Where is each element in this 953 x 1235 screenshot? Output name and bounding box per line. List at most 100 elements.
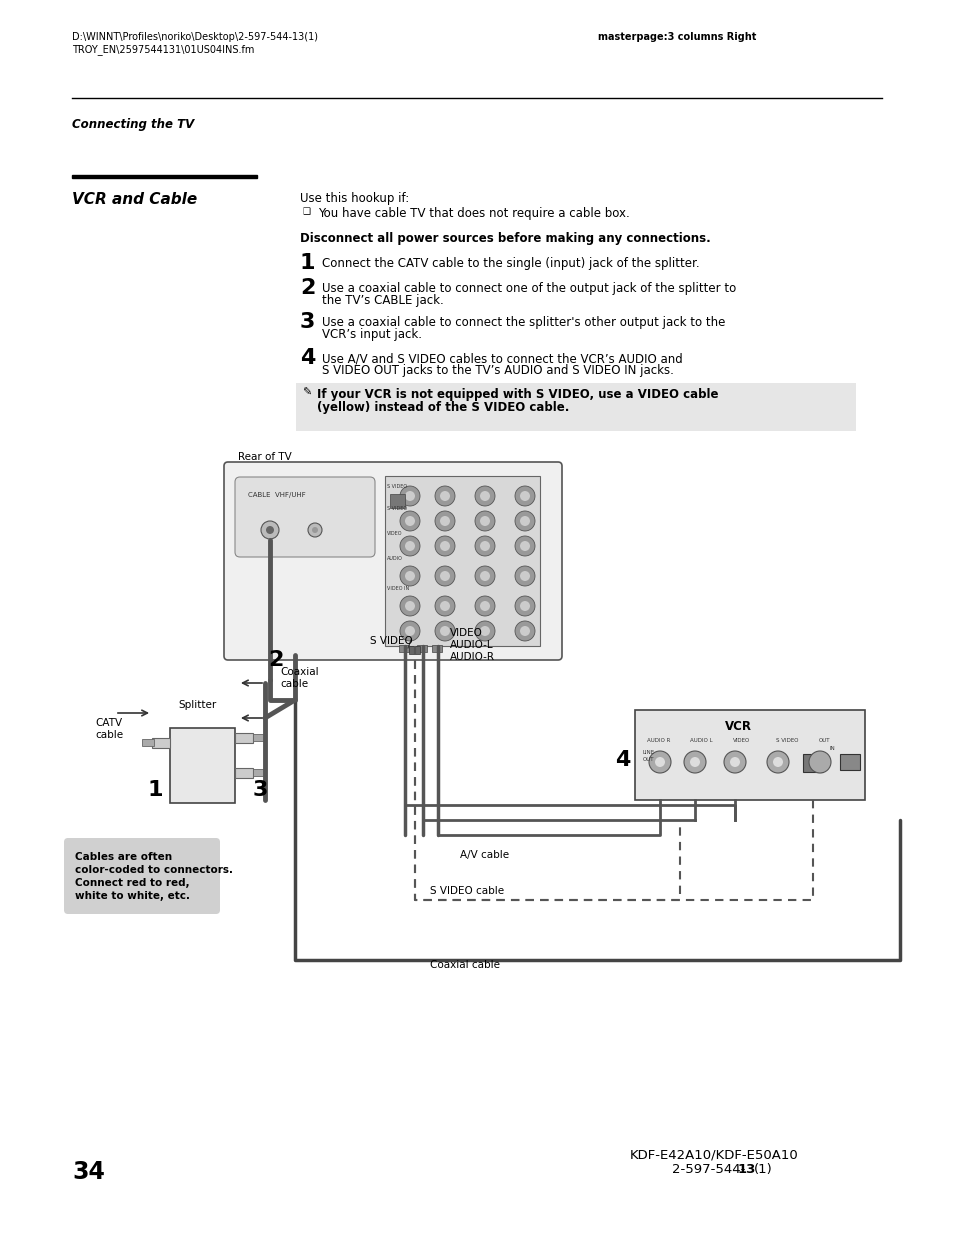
Text: Cables are often: Cables are often	[75, 852, 172, 862]
Circle shape	[399, 566, 419, 585]
Circle shape	[479, 492, 490, 501]
Text: S VIDEO: S VIDEO	[387, 484, 407, 489]
Text: S VIDEO: S VIDEO	[775, 739, 798, 743]
Circle shape	[399, 621, 419, 641]
Circle shape	[439, 626, 450, 636]
Text: A/V cable: A/V cable	[459, 850, 509, 860]
Circle shape	[683, 751, 705, 773]
Bar	[152, 739, 170, 748]
Bar	[432, 645, 441, 652]
Text: 3: 3	[299, 312, 315, 332]
Text: Coaxial cable: Coaxial cable	[430, 960, 499, 969]
Circle shape	[515, 487, 535, 506]
Text: masterpage:3 columns Right: masterpage:3 columns Right	[598, 32, 756, 42]
Text: Connect the CATV cable to the single (input) jack of the splitter.: Connect the CATV cable to the single (in…	[322, 257, 699, 270]
Bar	[295, 383, 855, 431]
Text: white to white, etc.: white to white, etc.	[75, 890, 190, 902]
Text: AUDIO-R: AUDIO-R	[450, 652, 495, 662]
Text: 1: 1	[299, 253, 315, 273]
Text: S VIDEO OUT jacks to the TV’s AUDIO and S VIDEO IN jacks.: S VIDEO OUT jacks to the TV’s AUDIO and …	[322, 364, 673, 377]
Circle shape	[808, 751, 830, 773]
Text: Use a coaxial cable to connect the splitter's other output jack to the: Use a coaxial cable to connect the split…	[322, 316, 724, 329]
Circle shape	[399, 511, 419, 531]
Circle shape	[479, 516, 490, 526]
Text: Use this hookup if:: Use this hookup if:	[299, 191, 409, 205]
Text: AUDIO: AUDIO	[387, 556, 402, 561]
Text: cable: cable	[95, 730, 123, 740]
Text: Rear of TV: Rear of TV	[237, 452, 292, 462]
Text: 4: 4	[299, 348, 315, 368]
FancyBboxPatch shape	[224, 462, 561, 659]
Circle shape	[772, 757, 782, 767]
Text: S VIDEO cable: S VIDEO cable	[430, 885, 503, 897]
Text: ❑: ❑	[302, 207, 310, 216]
Text: You have cable TV that does not require a cable box.: You have cable TV that does not require …	[317, 207, 629, 220]
Text: AUDIO-L: AUDIO-L	[450, 640, 493, 650]
Bar	[234, 734, 253, 743]
Circle shape	[308, 522, 322, 537]
Circle shape	[261, 521, 278, 538]
Text: TROY_EN\2597544131\01US04INS.fm: TROY_EN\2597544131\01US04INS.fm	[71, 44, 254, 54]
Circle shape	[519, 541, 530, 551]
Bar	[253, 734, 265, 741]
Bar	[390, 494, 405, 508]
Circle shape	[435, 597, 455, 616]
Text: If your VCR is not equipped with S VIDEO, use a VIDEO cable: If your VCR is not equipped with S VIDEO…	[316, 388, 718, 401]
Circle shape	[729, 757, 740, 767]
Text: 2: 2	[268, 650, 283, 671]
Circle shape	[519, 492, 530, 501]
Text: Disconnect all power sources before making any connections.: Disconnect all power sources before maki…	[299, 232, 710, 245]
Circle shape	[435, 511, 455, 531]
Bar	[840, 755, 859, 769]
Text: 1: 1	[148, 781, 163, 800]
Text: (1): (1)	[753, 1163, 772, 1176]
Circle shape	[515, 597, 535, 616]
Text: 2: 2	[299, 278, 315, 298]
Bar	[71, 174, 256, 178]
Circle shape	[405, 541, 415, 551]
Text: IN: IN	[829, 746, 835, 751]
FancyBboxPatch shape	[64, 839, 220, 914]
Circle shape	[648, 751, 670, 773]
Circle shape	[312, 527, 317, 534]
Circle shape	[519, 516, 530, 526]
Text: VIDEO: VIDEO	[450, 629, 482, 638]
Circle shape	[439, 601, 450, 611]
Text: VIDEO: VIDEO	[387, 531, 402, 536]
Text: VCR and Cable: VCR and Cable	[71, 191, 197, 207]
Text: Connecting the TV: Connecting the TV	[71, 119, 194, 131]
Bar	[234, 768, 253, 778]
Circle shape	[405, 492, 415, 501]
Circle shape	[519, 626, 530, 636]
Bar	[802, 755, 822, 772]
Text: Use A/V and S VIDEO cables to connect the VCR’s AUDIO and: Use A/V and S VIDEO cables to connect th…	[322, 352, 682, 366]
Text: Connect red to red,: Connect red to red,	[75, 878, 190, 888]
Bar	[635, 710, 864, 800]
Text: 3: 3	[253, 781, 268, 800]
Text: VIDEO: VIDEO	[732, 739, 749, 743]
Circle shape	[439, 516, 450, 526]
Bar	[253, 769, 265, 776]
Bar	[170, 727, 234, 803]
Circle shape	[399, 597, 419, 616]
Circle shape	[515, 566, 535, 585]
Circle shape	[435, 566, 455, 585]
Circle shape	[515, 621, 535, 641]
Text: LINE: LINE	[642, 750, 655, 755]
Circle shape	[475, 621, 495, 641]
Circle shape	[405, 571, 415, 580]
Text: cable: cable	[280, 679, 308, 689]
Text: OUT: OUT	[818, 739, 830, 743]
Circle shape	[399, 487, 419, 506]
Circle shape	[479, 626, 490, 636]
Bar	[398, 645, 409, 652]
Bar	[409, 646, 419, 655]
Circle shape	[439, 571, 450, 580]
Text: ✎: ✎	[302, 388, 311, 398]
Text: S VIDEO: S VIDEO	[370, 636, 413, 646]
Circle shape	[405, 516, 415, 526]
Text: OUT: OUT	[642, 757, 654, 762]
Circle shape	[439, 541, 450, 551]
Circle shape	[479, 541, 490, 551]
Circle shape	[766, 751, 788, 773]
